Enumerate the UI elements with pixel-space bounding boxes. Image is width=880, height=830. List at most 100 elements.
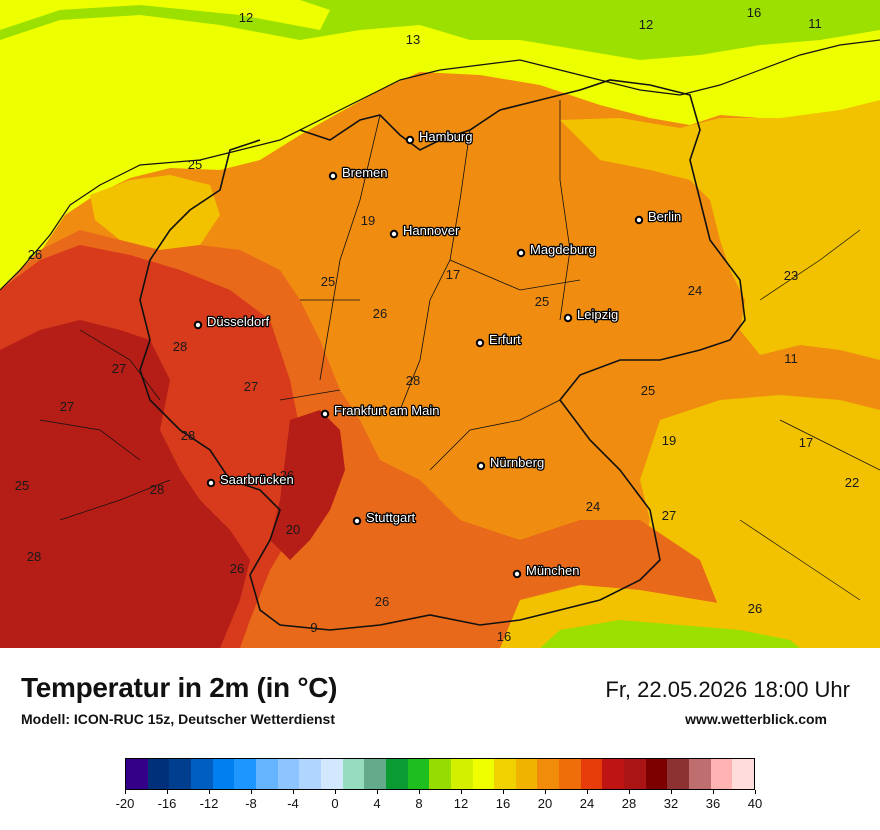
map-canvas: 12 13 12 16 11 25 19 26 25 17 26 25 24 23 28 27 11 27 28 25… — [0, 0, 880, 648]
temperature-value: 26 — [280, 468, 294, 483]
city-marker: Düsseldorf — [193, 313, 271, 330]
legend-color-segment — [320, 759, 343, 789]
temperature-value: 16 — [497, 629, 511, 644]
temperature-value: 26 — [373, 306, 387, 321]
coastal-yellow — [0, 15, 880, 290]
city-dot — [389, 229, 399, 239]
temperature-value: 25 — [15, 478, 29, 493]
city-dot — [193, 320, 203, 330]
legend-tick-label: 4 — [373, 796, 381, 811]
city-label: Hamburg — [419, 129, 472, 144]
alpine-green — [540, 620, 800, 648]
legend-tick — [545, 790, 546, 794]
legend-tick — [335, 790, 336, 794]
legend-tick — [503, 790, 504, 794]
legend-color-segment — [147, 759, 170, 789]
city-label: Bremen — [342, 165, 388, 180]
borders — [0, 39, 880, 631]
city-marker: Hannover — [389, 222, 461, 239]
temperature-labels: 12 13 12 16 11 25 19 26 25 17 26 25 24 23 28 27 11 27 28 25… — [15, 5, 859, 644]
legend-tick-label: 0 — [331, 796, 339, 811]
city-marker: Bremen — [328, 164, 389, 181]
legend-color-segment — [277, 759, 300, 789]
temperature-value: 28 — [406, 373, 420, 388]
model-source: Modell: ICON-RUC 15z, Deutscher Wetterdi… — [21, 711, 336, 727]
map-footer: Temperatur in 2m (in °C) Modell: ICON-RU… — [0, 648, 880, 830]
legend-tick — [629, 790, 630, 794]
city-dot — [475, 338, 485, 348]
city-dot — [405, 135, 415, 145]
temperature-value: 25 — [535, 294, 549, 309]
temperature-value: 11 — [784, 351, 798, 366]
city-marker: München — [512, 562, 581, 579]
city-dot — [320, 409, 330, 419]
city-label: Saarbrücken — [220, 472, 294, 487]
legend-color-segment — [602, 759, 625, 789]
legend-tick-label: 16 — [495, 796, 511, 811]
city-marker: Erfurt — [475, 331, 522, 348]
temperature-value: 28 — [173, 339, 187, 354]
legend-color-segment — [190, 759, 213, 789]
legend-tick — [419, 790, 420, 794]
map-title: Temperatur in 2m (in °C) — [21, 672, 338, 703]
temperature-value: 24 — [688, 283, 702, 298]
city-dot — [328, 171, 338, 181]
legend-color-segment — [624, 759, 646, 789]
city-label: Frankfurt am Main — [334, 403, 439, 418]
city-dot — [512, 569, 522, 579]
legend-color-segment — [645, 759, 668, 789]
city-dot — [476, 461, 486, 471]
temperature-value: 9 — [310, 620, 317, 635]
city-label: Magdeburg — [530, 242, 596, 257]
temperature-value: 25 — [641, 383, 655, 398]
coast-north-yellow — [0, 0, 330, 30]
legend-tick — [125, 790, 126, 794]
website-link[interactable]: www.wetterblick.com — [685, 711, 827, 727]
temperature-value: 26 — [375, 594, 389, 609]
city-dot — [206, 478, 216, 488]
temperature-value: 26 — [28, 247, 42, 262]
legend-color-segment — [559, 759, 581, 789]
temperature-value: 27 — [662, 508, 676, 523]
city-label: Nürnberg — [490, 455, 544, 470]
temperature-value: 22 — [845, 475, 859, 490]
legend-tick — [755, 790, 756, 794]
legend-tick-label: -16 — [157, 796, 177, 811]
legend-color-segment — [385, 759, 408, 789]
legend-color-segment — [689, 759, 711, 789]
legend-tick-label: 12 — [453, 796, 469, 811]
legend-color-segment — [450, 759, 473, 789]
legend-tick-label: 32 — [663, 796, 679, 811]
legend-tick-label: -8 — [245, 796, 257, 811]
city-marker: Stuttgart — [352, 509, 417, 526]
legend-tick-label: -20 — [115, 796, 135, 811]
temperature-value: 24 — [586, 499, 600, 514]
city-label: Hannover — [403, 223, 460, 238]
coastline — [0, 39, 880, 291]
legend-tick-label: 36 — [705, 796, 721, 811]
city-marker: Berlin — [634, 208, 683, 225]
temperature-value: 13 — [406, 32, 420, 47]
gold-area-northwest — [90, 175, 220, 250]
temperature-value: 28 — [150, 482, 164, 497]
legend-color-segment — [299, 759, 321, 789]
city-dot — [352, 516, 362, 526]
city-marker: Frankfurt am Main — [320, 402, 441, 419]
legend-tick — [587, 790, 588, 794]
city-marker: Hamburg — [405, 128, 474, 145]
legend-color-segment — [407, 759, 430, 789]
legend-color-segment — [364, 759, 386, 789]
temperature-value: 27 — [60, 399, 74, 414]
legend-tick-label: 8 — [415, 796, 423, 811]
temperature-value: 25 — [188, 157, 202, 172]
legend-color-segment — [494, 759, 516, 789]
temperature-value: 28 — [181, 428, 195, 443]
city-marker: Saarbrücken — [206, 471, 295, 488]
legend-tick — [251, 790, 252, 794]
legend-ticks: -20 -16 -12 -8 -4 0 4 8 12 16 20 24 28 32 36 40 — [116, 790, 762, 820]
temperature-field — [0, 0, 880, 648]
temperature-value: 12 — [639, 17, 653, 32]
temperature-value: 28 — [27, 549, 41, 564]
temperature-value: 12 — [239, 10, 253, 25]
temperature-value: 27 — [244, 379, 258, 394]
